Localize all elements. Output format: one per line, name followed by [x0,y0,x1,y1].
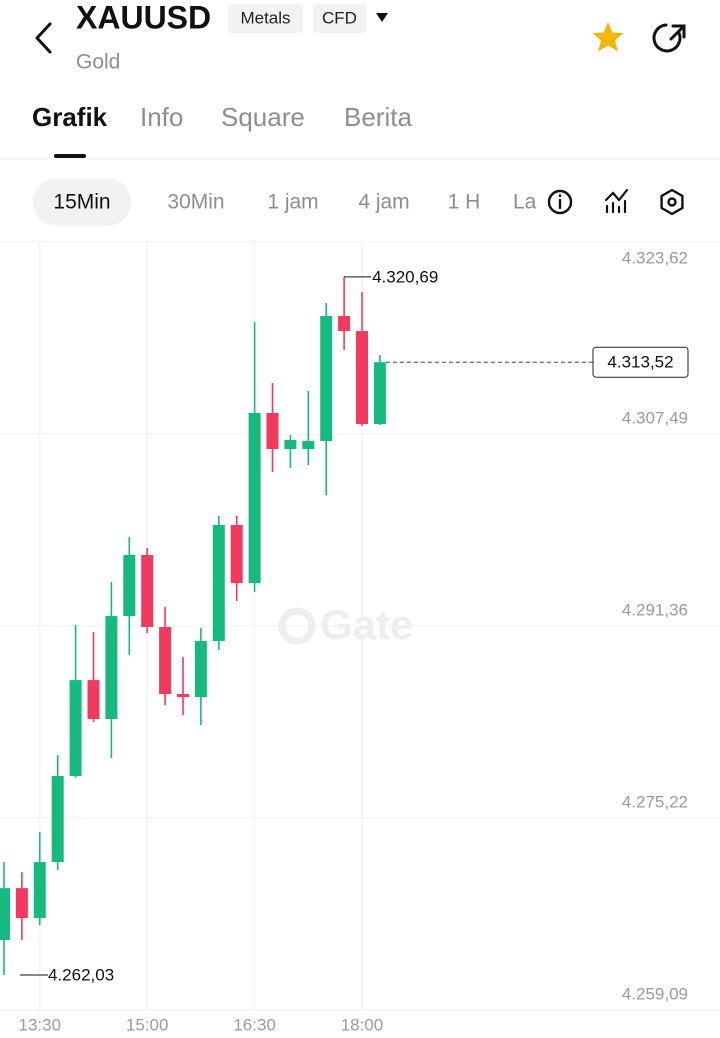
back-button[interactable] [35,22,52,54]
candle-body [356,331,368,424]
candle-body [51,776,64,863]
tag-box [228,4,303,33]
x-tick-label: 18:00 [341,1015,384,1034]
last-price-box [592,346,689,378]
candle-body [302,440,315,450]
candle-body [230,525,243,584]
share-arc [652,23,682,53]
tag-box [313,4,366,33]
y-tick-label: 4.291,36 [622,600,688,619]
candle-body [69,680,82,777]
tab[interactable]: Square [221,102,305,132]
low-label: 4.262,03 [48,965,114,984]
watermark: Gate [320,601,413,648]
symbol: XAUUSD [76,0,211,35]
interval[interactable]: 1 H [448,191,481,214]
interval[interactable]: 30Min [167,191,224,214]
candle-body [105,616,118,720]
candle-body [194,641,207,698]
tab[interactable]: Grafik [32,102,108,132]
candle-body [123,555,136,617]
x-tick-label: 13:30 [19,1015,62,1034]
candle-body [284,440,297,450]
intervals: 15Min 30Min 1 jam 4 jam 1 H La [33,178,537,226]
info-circle [547,189,573,215]
chart: Gate 4.323,62 4.307,49 4.291,36 4.275,22 4.25… [0,241,720,1034]
indicator-button[interactable] [604,188,629,214]
y-tick-label: 4.323,62 [622,248,688,267]
settings-button[interactable] [660,188,684,216]
high-label: 4.320,69 [372,267,438,286]
indicator-line [604,188,629,202]
tag: CFD [322,8,357,27]
y-tick-label: 4.275,22 [622,793,688,812]
tab[interactable]: Info [140,102,183,132]
settings-dot [667,197,677,207]
info-button[interactable] [547,189,573,215]
favorite-star[interactable] [592,22,624,52]
indicator-bars [605,199,627,214]
dropdown[interactable] [376,13,388,22]
interval[interactable]: La [513,191,537,214]
share-arrow [669,24,686,41]
interval[interactable]: 4 jam [358,191,409,214]
tag: Metals [240,8,290,27]
settings-hex [660,188,684,216]
subtitle: Gold [76,51,120,74]
last-price-label: 4.313,52 [607,353,673,372]
interval-pill [33,178,131,226]
interval[interactable]: 15Min [53,191,110,214]
candle-body [320,316,333,441]
candle-body [266,413,279,450]
candle-body [177,694,189,698]
candle-body [248,413,261,584]
candle-body [141,555,154,628]
y-tick-label: 4.259,09 [622,984,688,1003]
candle-body [15,888,28,919]
x-tick-label: 16:30 [233,1015,276,1034]
share-button[interactable] [652,23,686,53]
y-tick-label: 4.307,49 [622,408,688,427]
x-tick-label: 15:00 [126,1015,169,1034]
tabs: Grafik Info Square Berita [32,102,412,132]
candle-body [159,627,172,695]
candle-body [373,362,386,424]
candle-body [33,862,46,919]
interval[interactable]: 1 jam [267,191,318,214]
candle-body [212,525,225,642]
candle-body [338,316,351,332]
candle-body [0,888,10,941]
candle-body [87,680,100,720]
tab-indicator [54,154,86,158]
tab[interactable]: Berita [344,102,412,132]
